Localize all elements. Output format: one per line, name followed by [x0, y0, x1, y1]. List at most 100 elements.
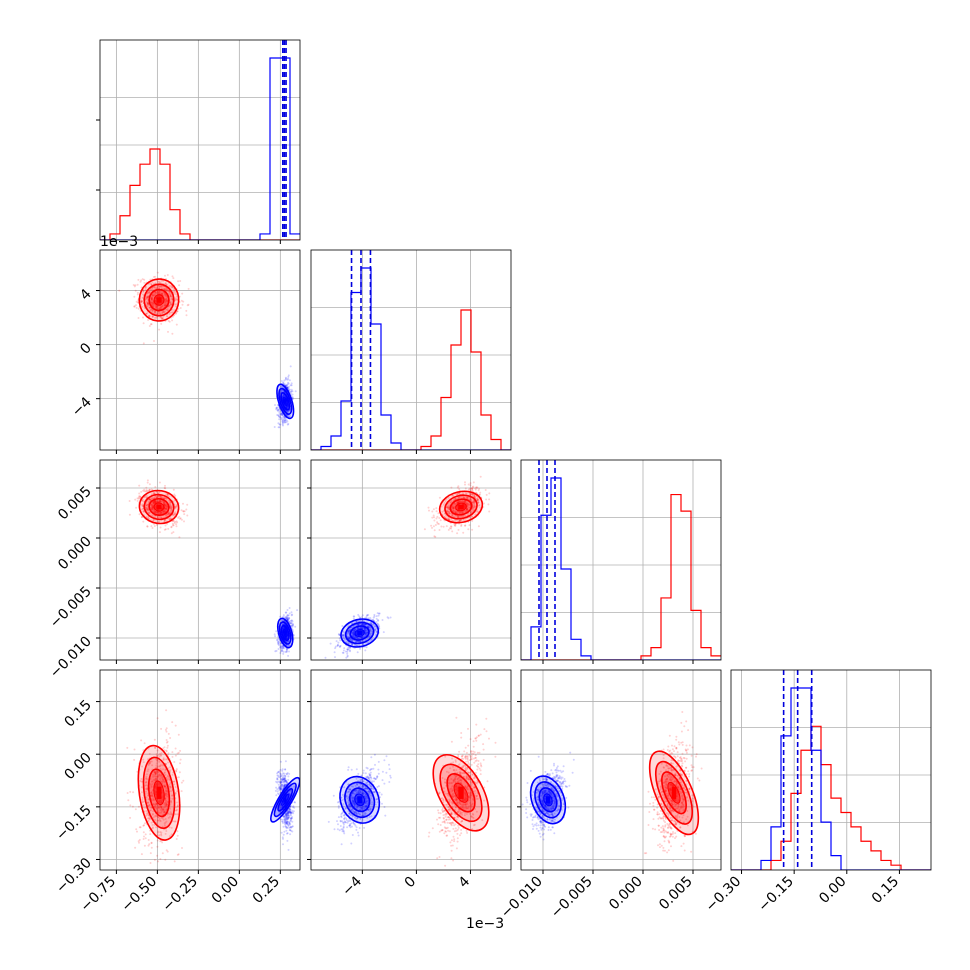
sample-point: [148, 803, 151, 806]
sample-point: [173, 522, 176, 524]
sample-point: [149, 309, 152, 312]
sample-point: [150, 504, 153, 507]
sample-point: [359, 616, 362, 619]
sample-point: [168, 290, 171, 293]
sample-point: [165, 830, 168, 832]
sample-point: [163, 509, 165, 512]
sample-point: [155, 499, 158, 502]
sample-point: [172, 524, 175, 527]
sample-point: [154, 510, 157, 513]
sample-point: [146, 504, 149, 507]
sample-point: [151, 293, 154, 296]
sample-point: [456, 493, 459, 495]
sample-point: [450, 515, 453, 517]
sample-point: [164, 304, 167, 307]
sample-point: [175, 809, 178, 812]
sample-point: [139, 496, 142, 498]
sample-point: [367, 617, 370, 620]
sample-point: [156, 765, 159, 768]
sample-point: [150, 780, 153, 783]
sample-point: [351, 643, 354, 646]
sample-point: [438, 517, 441, 519]
sample-point: [287, 641, 290, 643]
sample-point: [378, 612, 381, 615]
sample-point: [164, 801, 167, 804]
sample-point: [358, 640, 361, 643]
sample-point: [167, 775, 170, 778]
sample-point: [343, 638, 346, 641]
sample-point: [165, 800, 168, 803]
sample-point: [291, 613, 294, 616]
sample-point: [279, 645, 282, 648]
sample-point: [153, 510, 156, 513]
sample-point: [142, 510, 145, 513]
sample-point: [285, 637, 288, 640]
sample-point: [289, 391, 292, 394]
sample-point: [165, 295, 168, 298]
sample-point: [136, 499, 139, 502]
sample-point: [151, 795, 154, 798]
sample-point: [169, 517, 172, 520]
sample-point: [170, 506, 173, 509]
sample-point: [164, 274, 166, 277]
sample-point: [468, 487, 471, 490]
sample-point: [152, 799, 155, 801]
sample-point: [155, 762, 158, 765]
sample-point: [175, 768, 178, 771]
sample-point: [287, 616, 290, 619]
sample-point: [174, 724, 177, 727]
sample-point: [154, 500, 157, 503]
sample-point: [449, 512, 451, 515]
sample-point: [370, 639, 373, 642]
sample-point: [452, 519, 455, 522]
sample-point: [157, 307, 160, 310]
sample-point: [163, 785, 166, 788]
sample-point: [350, 643, 353, 646]
sample-point: [136, 291, 139, 294]
sample-point: [280, 647, 283, 650]
sample-point: [451, 530, 454, 533]
sample-point: [470, 487, 473, 490]
sample-point: [344, 640, 347, 643]
sample-point: [173, 780, 175, 783]
sample-point: [156, 819, 159, 822]
sample-point: [449, 501, 452, 504]
sample-point: [164, 503, 167, 506]
sample-point: [361, 636, 364, 639]
sample-point: [165, 289, 167, 292]
sample-point: [160, 810, 163, 813]
sample-point: [351, 634, 354, 637]
histogram-panel-1: [310, 249, 512, 454]
sample-point: [141, 800, 144, 803]
sample-point: [144, 507, 147, 509]
sample-point: [175, 769, 178, 772]
sample-point: [155, 524, 158, 526]
sample-point: [153, 492, 156, 494]
sample-point: [173, 513, 176, 515]
sample-point: [377, 619, 379, 621]
sample-point: [161, 299, 164, 302]
sample-point: [156, 785, 159, 787]
sample-point: [149, 498, 152, 501]
sample-point: [452, 507, 455, 509]
sample-point: [165, 288, 168, 291]
sample-point: [347, 646, 350, 649]
sample-point: [286, 378, 289, 381]
sample-point: [158, 499, 161, 502]
sample-point: [140, 786, 143, 789]
sample-point: [155, 764, 158, 767]
sample-point: [163, 304, 165, 307]
sample-point: [359, 620, 362, 623]
sample-point: [159, 511, 162, 514]
sample-point: [152, 816, 155, 819]
sample-point: [370, 630, 373, 633]
sample-point: [154, 311, 156, 314]
sample-point: [166, 790, 169, 793]
sample-point: [352, 636, 355, 638]
sample-point: [183, 513, 186, 516]
sample-point: [142, 322, 145, 325]
sample-point: [174, 754, 177, 757]
sample-point: [277, 642, 279, 645]
sample-point: [341, 651, 344, 654]
sample-point: [148, 314, 151, 317]
